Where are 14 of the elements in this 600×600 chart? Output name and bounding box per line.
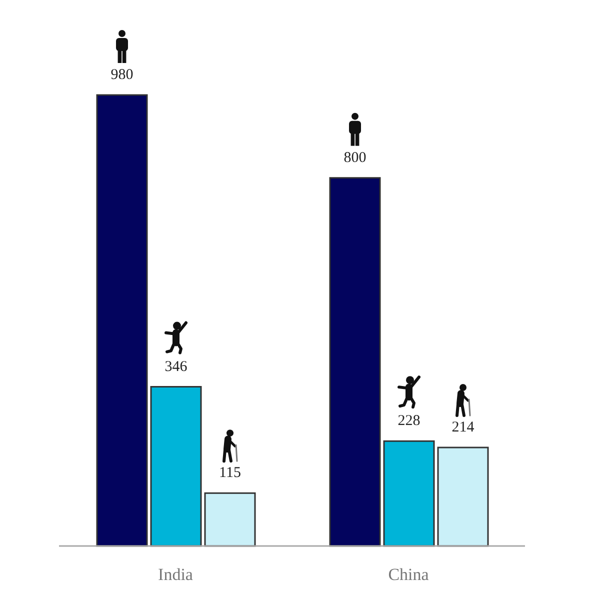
bar [150, 386, 202, 547]
bar [383, 440, 435, 547]
bar [204, 492, 256, 547]
data-label: 115 [219, 465, 241, 482]
bar [437, 446, 489, 547]
data-label: 346 [164, 358, 188, 375]
x-tick-label: China [388, 565, 430, 584]
x-tick-label: India [158, 565, 194, 584]
data-label: 980 [110, 67, 134, 83]
data-label: 800 [344, 150, 366, 166]
data-label: 228 [398, 413, 420, 430]
data-label: 214 [452, 420, 475, 436]
bar [329, 177, 381, 547]
bar [96, 94, 148, 547]
